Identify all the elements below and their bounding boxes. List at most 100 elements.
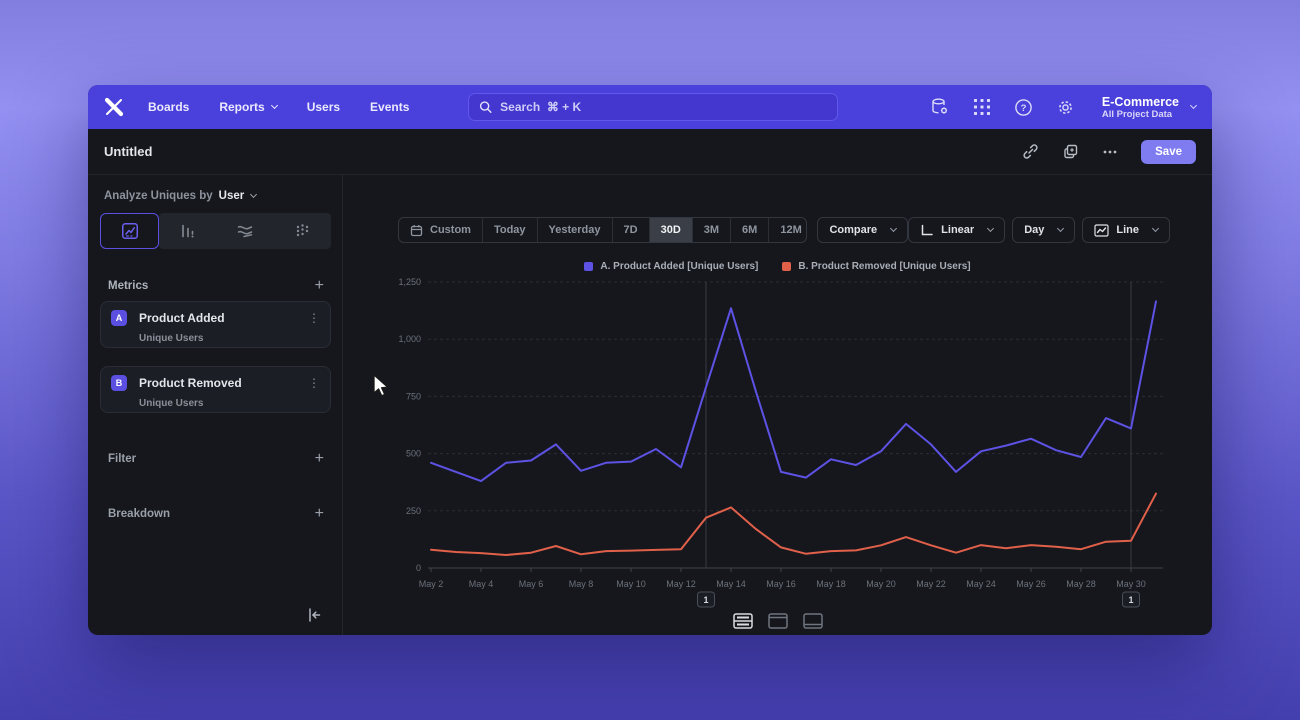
analyze-entity-dropdown[interactable]: User [219, 190, 258, 202]
metric-subtitle: Unique Users [139, 398, 204, 409]
range-pill-yesterday[interactable]: Yesterday [536, 218, 612, 242]
range-pill-today[interactable]: Today [481, 218, 537, 242]
tab-retention[interactable] [216, 213, 274, 249]
add-breakdown-button[interactable]: + [314, 505, 324, 522]
svg-text:May 6: May 6 [519, 579, 544, 589]
svg-text:1,250: 1,250 [398, 277, 421, 287]
project-selector[interactable]: E-Commerce All Project Data [1101, 94, 1198, 120]
search-bar[interactable] [468, 93, 838, 121]
svg-text:1: 1 [1128, 595, 1133, 605]
svg-text:May 10: May 10 [616, 579, 646, 589]
legend-item[interactable]: B. Product Removed [Unique Users] [782, 261, 971, 272]
layout-top-band-icon[interactable] [765, 611, 791, 631]
duplicate-icon[interactable] [1061, 143, 1079, 161]
nav-menu: Boards Reports Users Events [148, 100, 439, 114]
help-icon[interactable]: ? [1014, 97, 1034, 117]
range-pill-7d[interactable]: 7D [611, 218, 649, 242]
chevron-down-icon [890, 224, 898, 233]
svg-text:May 18: May 18 [816, 579, 846, 589]
mixpanel-logo-icon[interactable] [104, 97, 124, 117]
tab-insights[interactable] [100, 213, 160, 249]
range-pill-6m[interactable]: 6M [730, 218, 768, 242]
scale-dropdown[interactable]: Linear [908, 217, 1006, 243]
layout-bottom-band-icon[interactable] [800, 611, 826, 631]
line-chart: 0 250 500 750 1,000 1,250 1 1 May 2 May 4 May 6 May… [398, 277, 1163, 608]
legend-item[interactable]: A. Product Added [Unique Users] [584, 261, 758, 272]
svg-text:250: 250 [406, 506, 421, 516]
svg-text:0: 0 [416, 563, 421, 573]
svg-text:May 4: May 4 [469, 579, 494, 589]
metric-options-icon[interactable]: ⋮ [308, 311, 320, 325]
analyze-row: Analyze Uniques by User [104, 190, 258, 202]
metric-card-a[interactable]: A Product Added ⋮ Unique Users [100, 301, 331, 348]
svg-text:May 2: May 2 [419, 579, 444, 589]
range-pill-custom[interactable]: Custom [399, 218, 482, 242]
data-settings-icon[interactable] [930, 97, 950, 117]
svg-text:May 30: May 30 [1116, 579, 1146, 589]
layout-split-rows-icon[interactable] [730, 611, 756, 631]
nav-item-boards[interactable]: Boards [148, 100, 189, 114]
svg-text:1: 1 [703, 595, 708, 605]
range-pill-12m[interactable]: 12M [768, 218, 806, 242]
chevron-down-icon [987, 224, 995, 233]
interval-dropdown[interactable]: Day [1012, 217, 1076, 243]
calendar-icon [410, 224, 423, 236]
app-window: Boards Reports Users Events [88, 85, 1212, 635]
chevron-down-icon [1151, 224, 1160, 233]
svg-text:750: 750 [406, 391, 421, 401]
svg-text:May 14: May 14 [716, 579, 746, 589]
axis-icon [921, 224, 933, 235]
svg-text:?: ? [1021, 103, 1027, 114]
metrics-header-row: Metrics + [108, 277, 324, 294]
legend-swatch [782, 262, 792, 271]
svg-text:May 20: May 20 [866, 579, 896, 589]
line-chart-icon [1094, 223, 1109, 237]
metric-options-icon[interactable]: ⋮ [308, 376, 320, 390]
compare-dropdown[interactable]: Compare [817, 217, 909, 243]
svg-text:May 16: May 16 [766, 579, 796, 589]
gear-icon[interactable] [1056, 97, 1076, 117]
legend-swatch [584, 262, 594, 271]
add-filter-button[interactable]: + [314, 450, 324, 467]
metric-card-b[interactable]: B Product Removed ⋮ Unique Users [100, 366, 331, 413]
report-title[interactable]: Untitled [104, 144, 153, 159]
nav-item-reports[interactable]: Reports [219, 100, 278, 114]
nav-item-events[interactable]: Events [370, 100, 409, 114]
svg-text:May 8: May 8 [569, 579, 594, 589]
app-grid-icon[interactable] [972, 97, 992, 117]
metric-card-top: B Product Removed ⋮ [111, 375, 320, 391]
title-bar: Untitled Save [88, 129, 1212, 175]
metric-card-top: A Product Added ⋮ [111, 310, 320, 326]
tab-funnels[interactable] [159, 213, 217, 249]
filter-header: Filter [108, 453, 137, 465]
svg-text:1,000: 1,000 [398, 334, 421, 344]
tab-flows[interactable] [273, 213, 331, 249]
search-input[interactable] [500, 100, 827, 114]
chart-legend: A. Product Added [Unique Users] B. Produc… [343, 261, 1212, 272]
range-pill-3m[interactable]: 3M [691, 218, 730, 242]
collapse-sidebar-button[interactable] [304, 605, 324, 625]
nav-item-users[interactable]: Users [307, 100, 340, 114]
project-name: E-Commerce [1101, 94, 1179, 109]
chart-controls: Custom Today Yesterday 7D 30D 3M 6M 12M Compare… [398, 217, 1170, 243]
filter-row: Filter + [108, 450, 324, 467]
metric-badge: A [111, 310, 127, 326]
nav-item-label: Boards [148, 100, 190, 114]
analyze-label: Analyze Uniques by [104, 190, 213, 202]
metric-badge: B [111, 375, 127, 391]
chevron-down-icon [250, 190, 258, 199]
body: Analyze Uniques by User [88, 175, 1212, 635]
link-icon[interactable] [1021, 143, 1039, 161]
add-metric-button[interactable]: + [314, 277, 324, 294]
metric-name: Product Added [139, 311, 225, 325]
nav-item-label: Users [306, 100, 341, 114]
legend-label: B. Product Removed [Unique Users] [798, 261, 971, 272]
range-pill-30d[interactable]: 30D [648, 218, 692, 242]
chart-type-dropdown[interactable]: Line [1082, 217, 1170, 243]
more-icon[interactable] [1101, 143, 1119, 161]
svg-text:May 28: May 28 [1066, 579, 1096, 589]
nav-right-group: ? E-Commerce All Project Data [930, 94, 1198, 120]
layout-toggle-group [343, 611, 1212, 631]
save-button[interactable]: Save [1141, 139, 1196, 164]
